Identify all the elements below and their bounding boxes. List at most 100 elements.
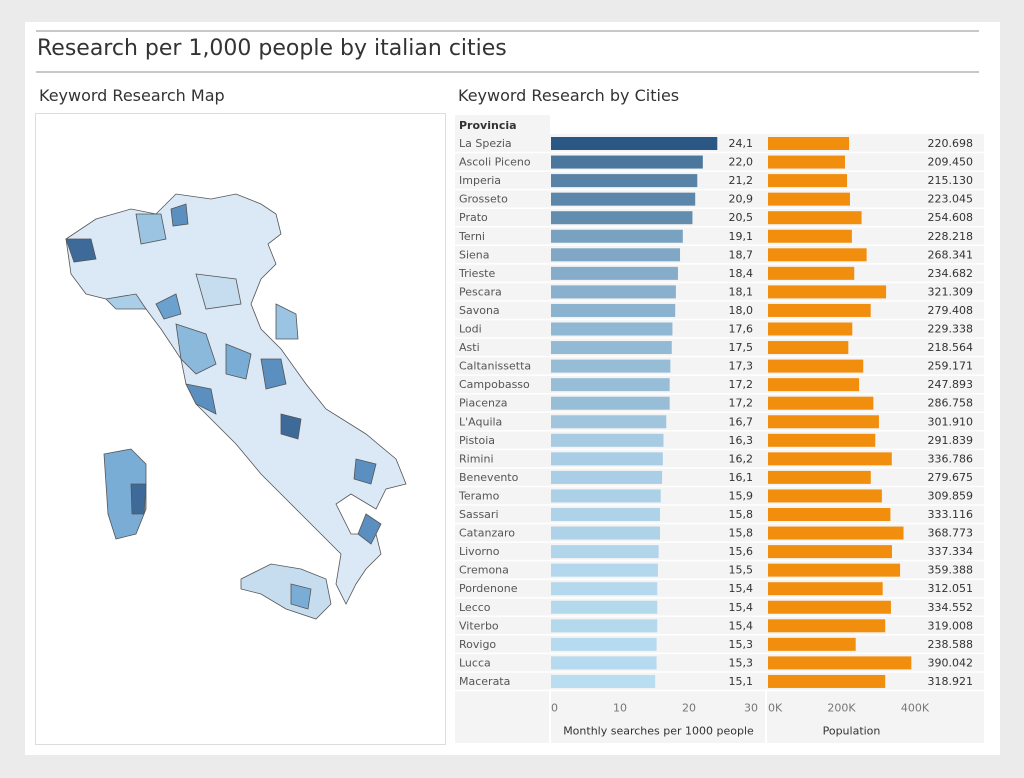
population-value-label: 223.045 bbox=[928, 193, 974, 206]
population-bar bbox=[768, 489, 882, 503]
searches-value-label: 15,4 bbox=[729, 619, 754, 632]
searches-bar bbox=[551, 155, 703, 169]
population-axis-title: Population bbox=[823, 725, 881, 738]
searches-bar bbox=[551, 470, 663, 484]
population-value-label: 234.682 bbox=[928, 267, 974, 280]
category-label: Pescara bbox=[459, 285, 502, 298]
population-value-label: 333.116 bbox=[928, 508, 974, 521]
population-bar bbox=[768, 266, 855, 280]
searches-value-label: 15,8 bbox=[729, 508, 754, 521]
category-label: Teramo bbox=[458, 489, 500, 502]
category-label: Piacenza bbox=[459, 397, 508, 410]
axis-band bbox=[455, 692, 984, 745]
map-region bbox=[130, 483, 147, 515]
italy-choropleth-map[interactable] bbox=[35, 113, 446, 745]
population-bar bbox=[768, 322, 853, 336]
population-value-label: 291.839 bbox=[928, 434, 974, 447]
population-bar bbox=[768, 248, 867, 262]
searches-bar bbox=[551, 452, 663, 466]
category-label: L'Aquila bbox=[459, 415, 502, 428]
population-bar bbox=[768, 229, 852, 243]
population-value-label: 286.758 bbox=[928, 397, 974, 410]
category-label: Campobasso bbox=[459, 378, 530, 391]
header-band bbox=[550, 115, 984, 134]
population-bar bbox=[768, 600, 891, 614]
population-value-label: 334.552 bbox=[928, 601, 974, 614]
title-divider-top bbox=[36, 30, 979, 32]
searches-value-label: 19,1 bbox=[729, 230, 754, 243]
searches-bar bbox=[551, 637, 657, 651]
category-label: Lecco bbox=[459, 601, 491, 614]
searches-bar bbox=[551, 341, 672, 355]
searches-bar bbox=[551, 266, 678, 280]
population-value-label: 279.675 bbox=[928, 471, 974, 484]
searches-bar bbox=[551, 192, 696, 206]
searches-bar bbox=[551, 359, 671, 373]
searches-bar bbox=[551, 378, 670, 392]
population-bar bbox=[768, 155, 845, 169]
population-bar bbox=[768, 174, 848, 188]
searches-value-label: 15,8 bbox=[729, 527, 754, 540]
population-bar bbox=[768, 619, 886, 633]
searches-value-label: 16,7 bbox=[729, 415, 754, 428]
population-bar bbox=[768, 396, 874, 410]
population-bar bbox=[768, 674, 886, 688]
chart-title: Keyword Research by Cities bbox=[458, 86, 680, 105]
searches-value-label: 15,1 bbox=[729, 675, 754, 688]
population-bar bbox=[768, 433, 876, 447]
population-tick-label: 0K bbox=[768, 702, 783, 715]
map-mainland bbox=[65, 193, 407, 605]
category-label: Sassari bbox=[459, 508, 499, 521]
map-region bbox=[280, 413, 302, 440]
searches-bar bbox=[551, 322, 673, 336]
category-label: Trieste bbox=[458, 267, 495, 280]
population-value-label: 309.859 bbox=[928, 489, 974, 502]
searches-bar bbox=[551, 563, 658, 577]
category-label: Imperia bbox=[459, 174, 501, 187]
population-value-label: 359.388 bbox=[928, 564, 974, 577]
searches-bar bbox=[551, 600, 658, 614]
population-value-label: 318.921 bbox=[928, 675, 974, 688]
population-bar bbox=[768, 415, 879, 429]
searches-bar bbox=[551, 545, 659, 559]
population-bar bbox=[768, 656, 912, 670]
searches-bar bbox=[551, 285, 676, 299]
map-region bbox=[135, 213, 167, 245]
searches-bar bbox=[551, 137, 718, 150]
population-value-label: 337.334 bbox=[928, 545, 974, 558]
population-bar bbox=[768, 582, 883, 596]
population-bar bbox=[768, 285, 887, 299]
population-value-label: 268.341 bbox=[928, 248, 974, 261]
searches-value-label: 15,9 bbox=[729, 489, 754, 502]
population-value-label: 209.450 bbox=[928, 156, 974, 169]
population-bar bbox=[768, 192, 850, 206]
map-sardinia bbox=[103, 448, 147, 540]
map-region bbox=[357, 513, 382, 545]
population-value-label: 229.338 bbox=[928, 323, 974, 336]
population-value-label: 228.218 bbox=[928, 230, 974, 243]
category-label: Asti bbox=[459, 341, 480, 354]
searches-value-label: 15,4 bbox=[729, 582, 754, 595]
population-value-label: 312.051 bbox=[928, 582, 974, 595]
category-label: Savona bbox=[459, 304, 500, 317]
searches-value-label: 17,3 bbox=[729, 360, 754, 373]
searches-value-label: 16,3 bbox=[729, 434, 754, 447]
category-label: Benevento bbox=[459, 471, 519, 484]
searches-bar bbox=[551, 303, 676, 317]
searches-value-label: 17,2 bbox=[729, 378, 754, 391]
category-label: Cremona bbox=[459, 564, 509, 577]
searches-bar bbox=[551, 582, 658, 596]
category-label: Catanzaro bbox=[459, 527, 515, 540]
category-label: Macerata bbox=[459, 675, 510, 688]
map-region bbox=[275, 303, 299, 340]
searches-axis-title: Monthly searches per 1000 people bbox=[563, 725, 754, 738]
population-bar bbox=[768, 508, 891, 521]
population-bar bbox=[768, 303, 871, 317]
searches-value-label: 18,7 bbox=[729, 248, 754, 261]
category-label: Ascoli Piceno bbox=[459, 156, 531, 169]
column-header: Provincia bbox=[459, 119, 517, 132]
population-bar bbox=[768, 211, 862, 225]
population-bar bbox=[768, 526, 904, 540]
searches-bar bbox=[551, 674, 656, 688]
searches-bar bbox=[551, 526, 661, 540]
